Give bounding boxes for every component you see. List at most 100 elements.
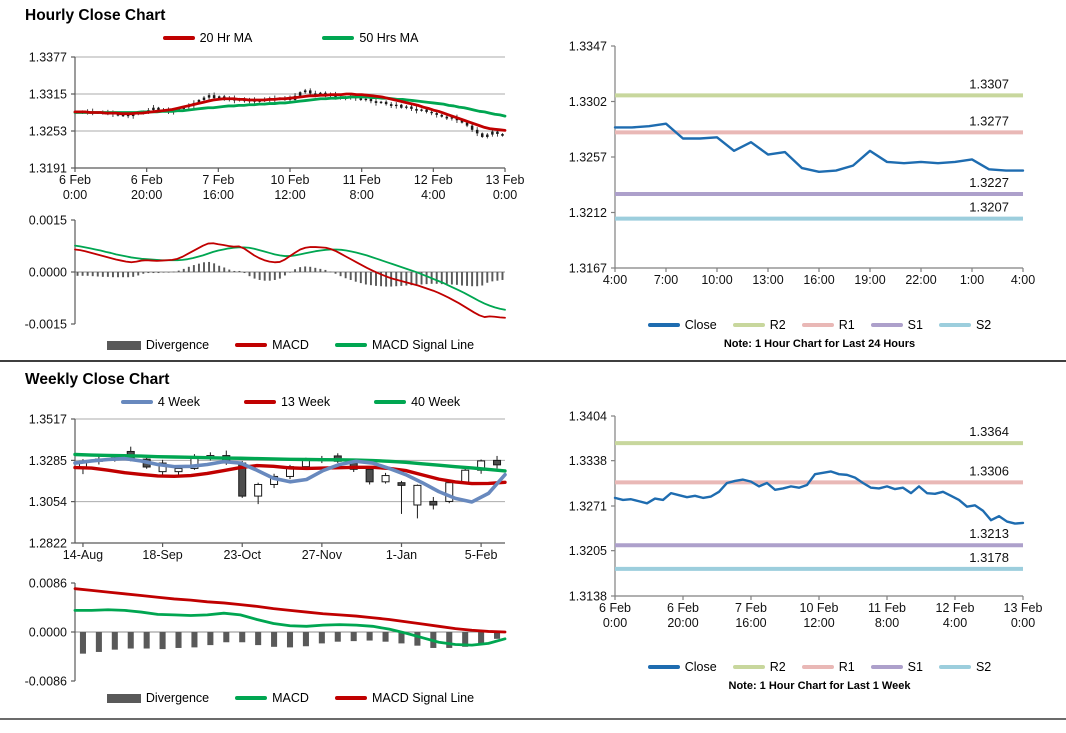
svg-text:1.3178: 1.3178 bbox=[969, 550, 1009, 565]
svg-text:27-Nov: 27-Nov bbox=[302, 548, 343, 562]
svg-text:11 Feb: 11 Feb bbox=[343, 173, 381, 187]
svg-text:0.0015: 0.0015 bbox=[29, 214, 67, 228]
macd-swatch-icon bbox=[235, 343, 268, 347]
svg-text:12:00: 12:00 bbox=[803, 616, 834, 630]
svg-text:1.3054: 1.3054 bbox=[29, 495, 67, 509]
40-week-swatch-icon bbox=[374, 400, 407, 404]
legend-label: S2 bbox=[975, 660, 992, 674]
svg-text:1.3207: 1.3207 bbox=[969, 200, 1009, 215]
legend-item-50-hrs-ma: 50 Hrs MA bbox=[322, 31, 418, 45]
legend-item-r2: R2 bbox=[732, 660, 786, 674]
svg-text:7:00: 7:00 bbox=[654, 273, 678, 287]
svg-text:0.0000: 0.0000 bbox=[29, 266, 67, 280]
legend-label: S1 bbox=[907, 318, 923, 332]
s1-swatch-icon bbox=[870, 323, 903, 327]
legend-label: R1 bbox=[838, 660, 855, 674]
legend-label: 50 Hrs MA bbox=[359, 31, 419, 45]
svg-text:0.0086: 0.0086 bbox=[29, 577, 67, 591]
macd-signal-line-swatch-icon bbox=[334, 696, 367, 700]
s1-swatch-icon bbox=[870, 665, 903, 669]
legend-label: 20 Hr MA bbox=[199, 31, 253, 45]
svg-text:1.3377: 1.3377 bbox=[29, 51, 67, 65]
svg-text:22:00: 22:00 bbox=[905, 273, 936, 287]
svg-text:1.3191: 1.3191 bbox=[29, 162, 67, 176]
hourly-pivot-legend: Close R2 R1 S1 S2 bbox=[533, 318, 1066, 332]
svg-text:1.3227: 1.3227 bbox=[969, 175, 1009, 190]
svg-text:7 Feb: 7 Feb bbox=[735, 601, 767, 615]
svg-text:1.3257: 1.3257 bbox=[569, 151, 607, 165]
svg-text:0:00: 0:00 bbox=[493, 188, 517, 202]
svg-text:1.3285: 1.3285 bbox=[29, 454, 67, 468]
close-swatch-icon bbox=[647, 323, 680, 327]
legend-label: MACD Signal Line bbox=[371, 338, 475, 352]
legend-label: MACD bbox=[272, 338, 309, 352]
hourly-right-column: 1.3347 1.3302 1.3257 1.3212 1.3167 4:00 7:00 10… bbox=[533, 0, 1066, 360]
legend-label: 4 Week bbox=[157, 395, 200, 409]
weekly-section: Weekly Close Chart 4 Week 13 Week 40 Week … bbox=[0, 362, 1066, 720]
hourly-price-legend: 20 Hr MA 50 Hrs MA bbox=[0, 31, 533, 45]
svg-text:13:00: 13:00 bbox=[752, 273, 783, 287]
legend-label: Divergence bbox=[145, 691, 210, 705]
hourly-macd-chart: 0.0015 0.0000 -0.0015 bbox=[25, 214, 506, 332]
svg-text:12 Feb: 12 Feb bbox=[414, 173, 453, 187]
legend-item-4-week: 4 Week bbox=[120, 395, 200, 409]
svg-text:10 Feb: 10 Feb bbox=[800, 601, 839, 615]
svg-text:1.3277: 1.3277 bbox=[969, 113, 1009, 128]
close-swatch-icon bbox=[647, 665, 680, 669]
svg-text:12 Feb: 12 Feb bbox=[936, 601, 975, 615]
svg-text:1.3138: 1.3138 bbox=[569, 590, 607, 604]
svg-text:1.3253: 1.3253 bbox=[29, 125, 67, 139]
legend-item-macd-signal-line: MACD Signal Line bbox=[334, 691, 474, 705]
svg-text:10 Feb: 10 Feb bbox=[271, 173, 310, 187]
svg-text:1-Jan: 1-Jan bbox=[386, 548, 417, 562]
legend-label: S1 bbox=[907, 660, 923, 674]
svg-text:0:00: 0:00 bbox=[1011, 616, 1035, 630]
svg-text:1.3404: 1.3404 bbox=[569, 410, 607, 424]
r1-swatch-icon bbox=[801, 665, 834, 669]
svg-text:1.3315: 1.3315 bbox=[29, 88, 67, 102]
hourly-pivot-note: Note: 1 Hour Chart for Last 24 Hours bbox=[723, 338, 916, 350]
svg-text:7 Feb: 7 Feb bbox=[202, 173, 234, 187]
legend-item-divergence: Divergence bbox=[106, 338, 210, 352]
legend-item-close: Close bbox=[647, 660, 717, 674]
divergence-swatch-icon bbox=[106, 340, 141, 350]
hourly-chart-title: Hourly Close Chart bbox=[25, 7, 166, 24]
svg-text:1.2822: 1.2822 bbox=[29, 537, 67, 551]
legend-label: Divergence bbox=[145, 338, 210, 352]
legend-item-s2: S2 bbox=[938, 318, 991, 332]
svg-text:12:00: 12:00 bbox=[274, 188, 305, 202]
weekly-left-column: Weekly Close Chart 4 Week 13 Week 40 Week … bbox=[0, 362, 533, 718]
weekly-pivot-note: Note: 1 Hour Chart for Last 1 Week bbox=[728, 680, 911, 692]
svg-text:1.3306: 1.3306 bbox=[969, 463, 1009, 478]
svg-text:6 Feb: 6 Feb bbox=[131, 173, 163, 187]
svg-text:4:00: 4:00 bbox=[1011, 273, 1035, 287]
legend-item-13-week: 13 Week bbox=[243, 395, 330, 409]
legend-item-40-week: 40 Week bbox=[374, 395, 460, 409]
r2-swatch-icon bbox=[732, 665, 765, 669]
svg-text:-0.0086: -0.0086 bbox=[25, 675, 67, 688]
svg-text:16:00: 16:00 bbox=[735, 616, 766, 630]
weekly-right-column: 1.3404 1.3338 1.3271 1.3205 1.3138 6 Feb 0:00 6… bbox=[533, 362, 1066, 718]
r1-swatch-icon bbox=[801, 323, 834, 327]
svg-text:1.3338: 1.3338 bbox=[569, 454, 607, 468]
weekly-macd-chart: 0.0086 0.0000 -0.0086 bbox=[25, 577, 507, 688]
svg-text:1.3212: 1.3212 bbox=[569, 206, 607, 220]
legend-label: Close bbox=[684, 660, 717, 674]
svg-text:1.3307: 1.3307 bbox=[969, 76, 1009, 91]
svg-text:10:00: 10:00 bbox=[701, 273, 732, 287]
svg-text:1.3364: 1.3364 bbox=[969, 424, 1009, 439]
macd-swatch-icon bbox=[235, 696, 268, 700]
s2-swatch-icon bbox=[938, 323, 971, 327]
legend-label: Close bbox=[684, 318, 717, 332]
svg-text:-0.0015: -0.0015 bbox=[25, 318, 67, 332]
svg-text:1.3302: 1.3302 bbox=[569, 95, 607, 109]
legend-label: R1 bbox=[838, 318, 855, 332]
svg-text:1.3347: 1.3347 bbox=[569, 40, 607, 54]
weekly-macd-legend: Divergence MACD MACD Signal Line bbox=[0, 691, 533, 705]
svg-text:1.3167: 1.3167 bbox=[569, 262, 607, 276]
hourly-section: Hourly Close Chart 20 Hr MA 50 Hrs MA 1.3… bbox=[0, 0, 1066, 362]
svg-text:0.0000: 0.0000 bbox=[29, 626, 67, 640]
